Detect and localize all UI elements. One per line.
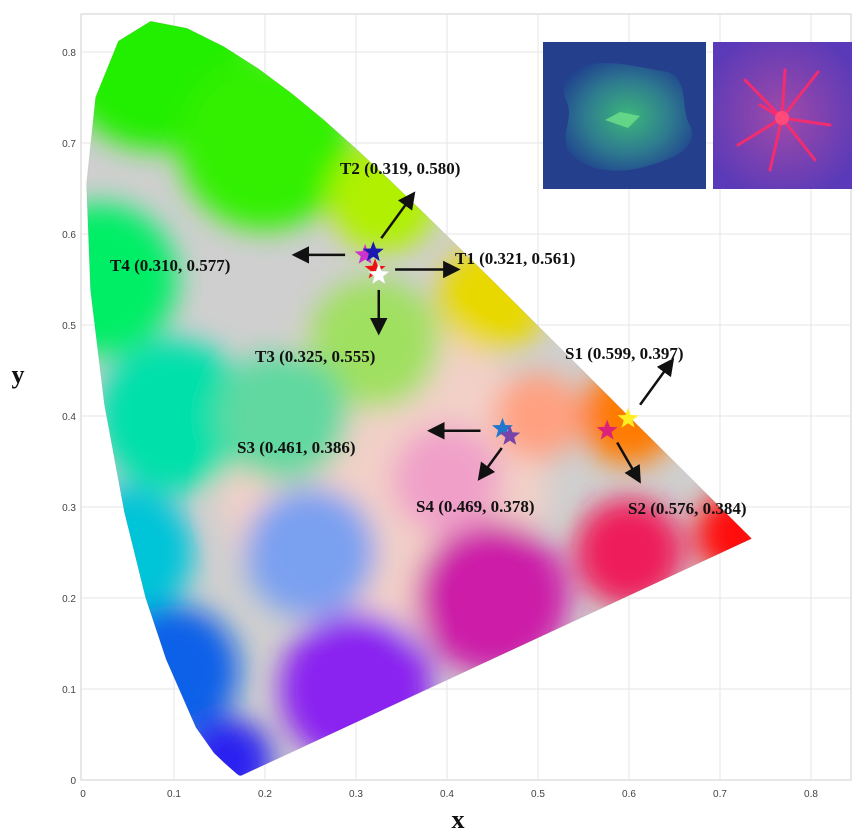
gamut-color-region	[184, 718, 273, 776]
point-label-s3: S3 (0.461, 0.386)	[237, 438, 356, 457]
x-tick-label: 0.6	[622, 789, 636, 800]
spectral-locus-outline	[85, 20, 753, 777]
star-marker-s1	[617, 407, 639, 428]
gamut-color-region	[308, 277, 440, 409]
arrow-t2	[380, 191, 416, 239]
gamut-color-region	[574, 497, 684, 608]
x-tick-label: 0.5	[531, 789, 545, 800]
y-tick-label: 0.1	[62, 685, 76, 696]
point-label-s4: S4 (0.469, 0.378)	[416, 497, 535, 516]
arrow-s2	[616, 441, 641, 484]
x-tick-label: 0.3	[349, 789, 363, 800]
gamut-color-region	[392, 425, 502, 535]
x-tick-label: 0.8	[804, 789, 818, 800]
gamut-color-region	[494, 372, 582, 460]
arrow-s1	[639, 357, 675, 406]
inset-photo-green	[543, 42, 706, 189]
y-tick-labels: 0 0.1 0.2 0.3 0.4 0.5 0.6 0.7 0.8	[62, 48, 76, 787]
star-marker-t2	[362, 241, 384, 262]
x-tick-labels: 0 0.1 0.2 0.3 0.4 0.5 0.6 0.7 0.8	[80, 789, 818, 800]
y-tick-label: 0.2	[62, 594, 76, 605]
y-axis-title: y	[12, 360, 25, 389]
y-tick-label: 0.7	[62, 139, 76, 150]
star-marker-s4	[499, 425, 521, 445]
x-tick-label: 0	[80, 789, 86, 800]
x-tick-label: 0.7	[713, 789, 727, 800]
inset-photo-red	[713, 42, 852, 189]
point-label-s1: S1 (0.599, 0.397)	[565, 344, 684, 363]
data-points	[354, 241, 639, 445]
point-label-t4: T4 (0.310, 0.577)	[110, 256, 230, 275]
x-tick-label: 0.2	[258, 789, 272, 800]
point-label-t1: T1 (0.321, 0.561)	[455, 249, 575, 268]
arrow-s4	[477, 447, 503, 481]
x-axis-title: x	[452, 805, 465, 834]
arrows	[291, 191, 675, 484]
y-tick-label: 0.4	[62, 412, 76, 423]
point-label-t2: T2 (0.319, 0.580)	[340, 159, 460, 178]
y-tick-label: 0.3	[62, 503, 76, 514]
gamut-color-region	[217, 350, 349, 482]
star-marker-t4	[354, 243, 376, 264]
x-tick-label: 0.4	[440, 789, 454, 800]
y-tick-label: 0.8	[62, 48, 76, 59]
point-label-s2: S2 (0.576, 0.384)	[628, 499, 747, 518]
y-tick-label: 0.5	[62, 321, 76, 332]
star-marker-t1	[364, 258, 386, 279]
gamut-color-region	[416, 521, 569, 675]
gamut-color-region	[244, 486, 377, 619]
gamut-color-region	[86, 203, 178, 356]
star-marker-t3	[367, 263, 390, 285]
star-marker-s2	[596, 419, 618, 440]
y-tick-label: 0.6	[62, 230, 76, 241]
y-tick-label: 0	[70, 776, 76, 787]
star-marker-s3	[492, 417, 513, 438]
x-tick-label: 0.1	[167, 789, 181, 800]
point-labels: T4 (0.310, 0.577) T1 (0.321, 0.561) T3 (0.…	[110, 159, 747, 518]
point-label-t3: T3 (0.325, 0.555)	[255, 347, 375, 366]
gamut-color-region	[97, 339, 251, 493]
